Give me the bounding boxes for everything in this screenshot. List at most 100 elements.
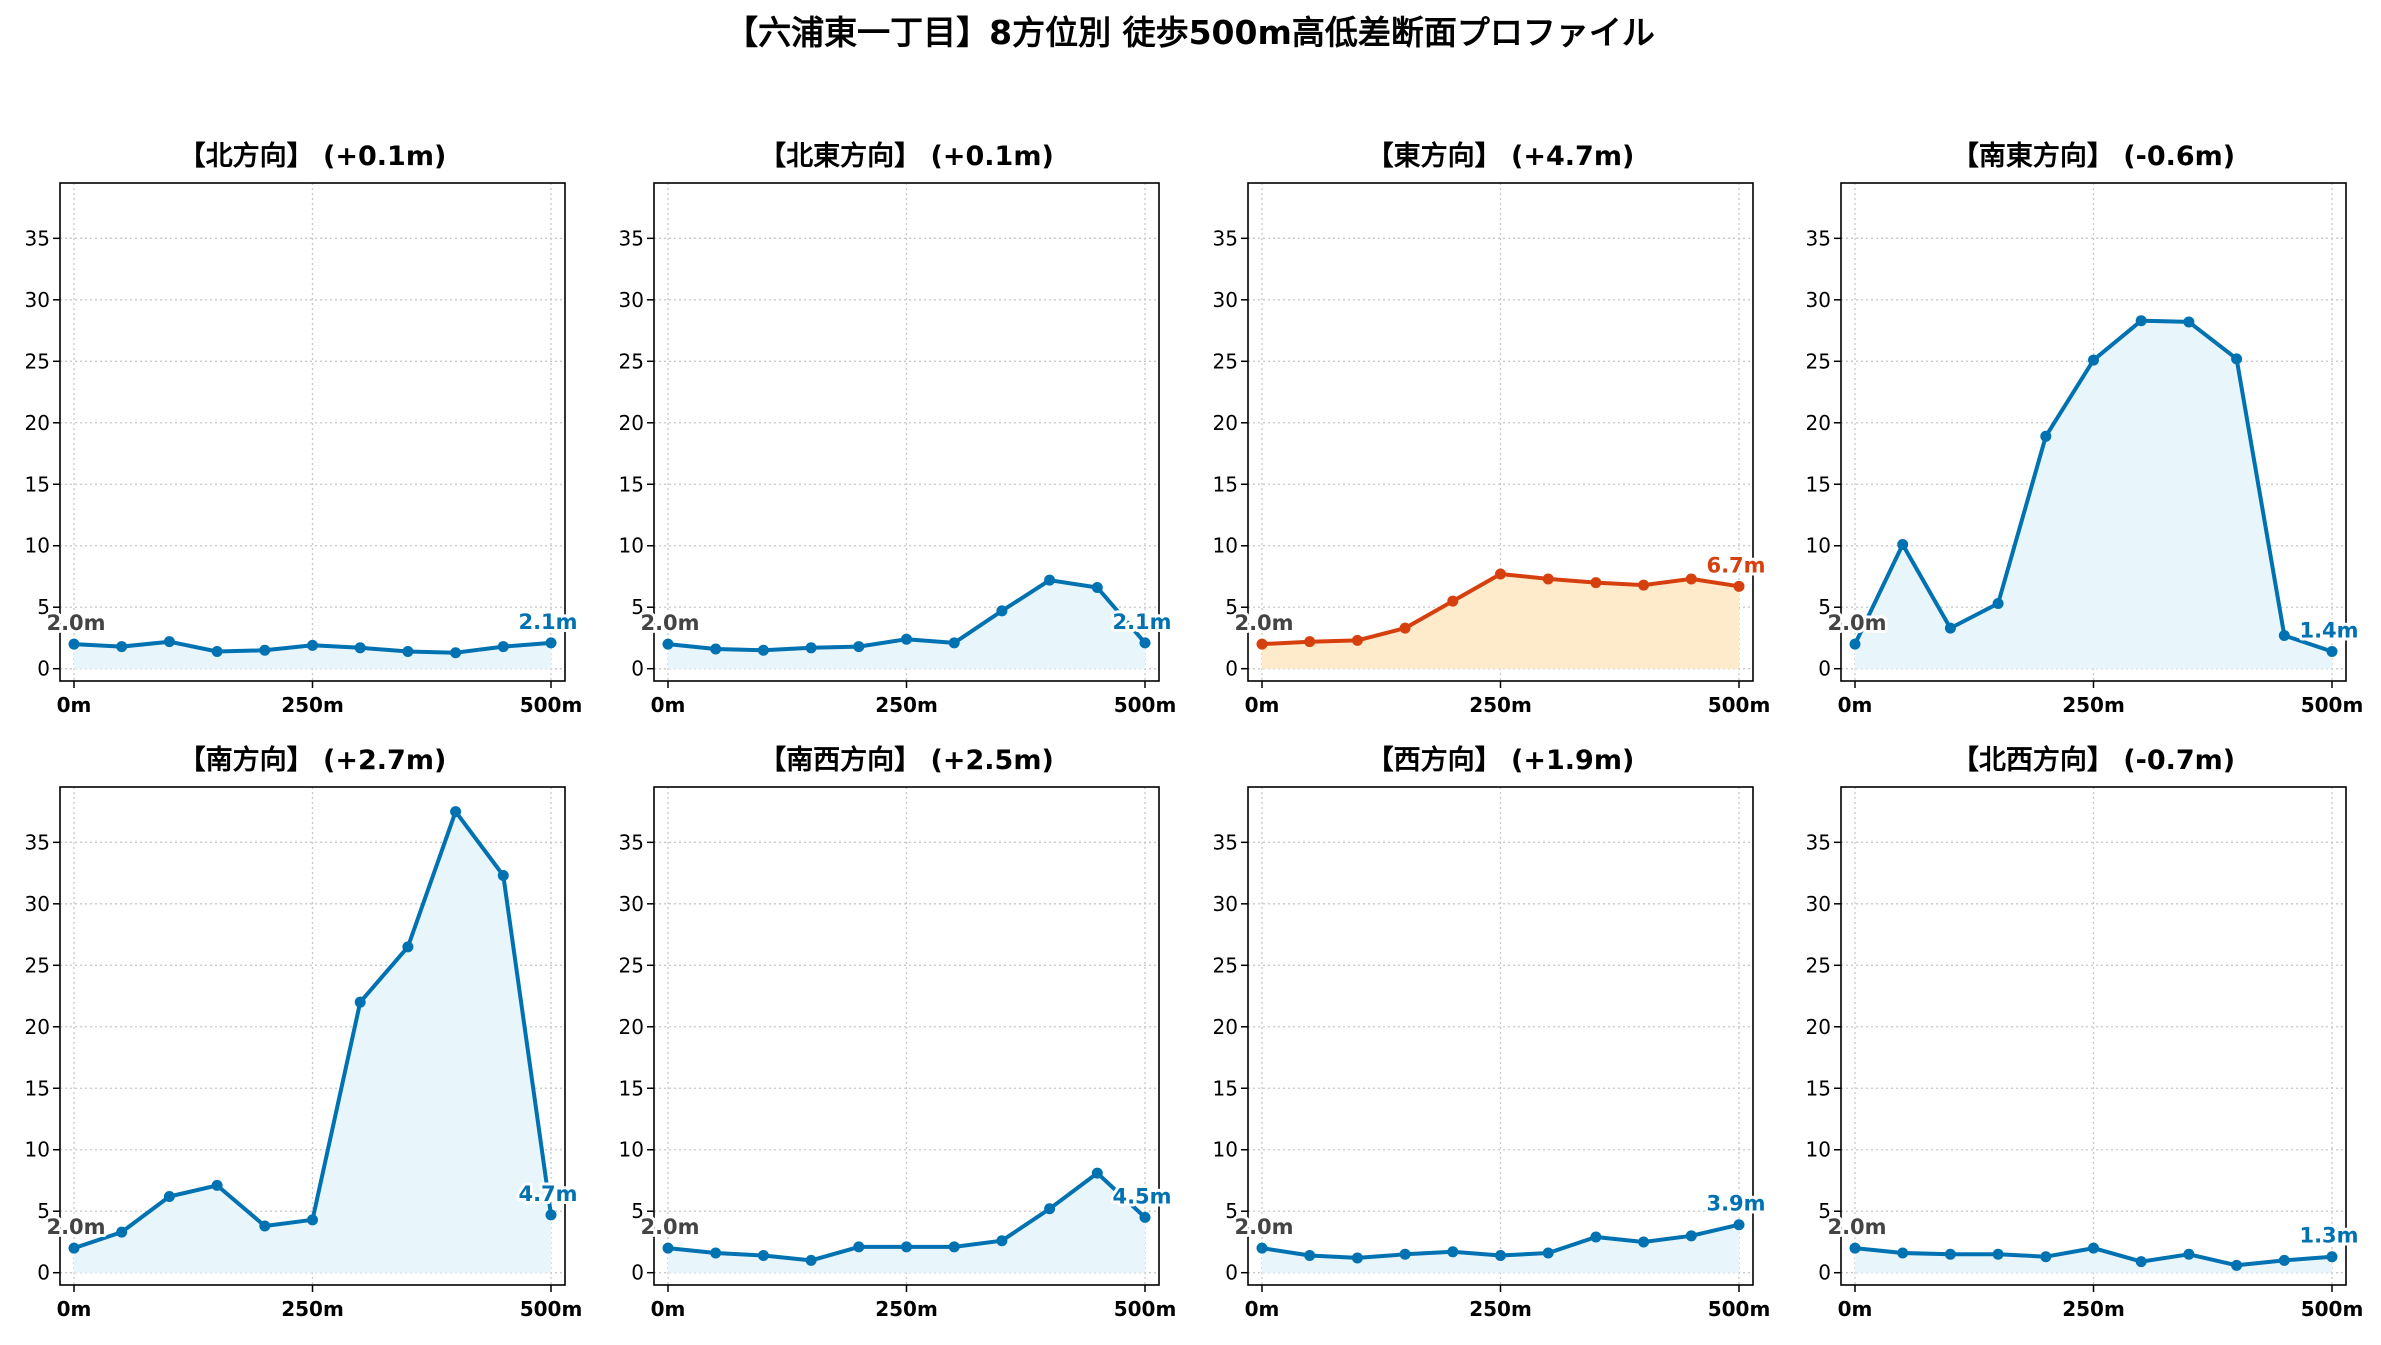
y-tick-label: 20 bbox=[25, 411, 50, 435]
y-tick-label: 20 bbox=[1806, 1015, 1831, 1039]
data-point bbox=[450, 806, 462, 818]
data-point bbox=[1733, 580, 1745, 592]
panel-title: 【北西方向】 (-0.7m) bbox=[1952, 744, 2235, 776]
data-point bbox=[853, 641, 865, 653]
y-tick-label: 35 bbox=[1806, 226, 1831, 250]
data-point bbox=[1351, 634, 1363, 646]
plot-frame bbox=[1840, 786, 2347, 1286]
data-point bbox=[402, 941, 414, 953]
data-point bbox=[1091, 582, 1103, 594]
data-point bbox=[1091, 1167, 1103, 1179]
start-elevation-label: 2.0m bbox=[1234, 1215, 1293, 1239]
data-point bbox=[1542, 573, 1554, 585]
data-point bbox=[1304, 636, 1316, 648]
x-tick-label: 250m bbox=[1469, 693, 1532, 717]
data-point bbox=[2231, 353, 2243, 365]
y-tick-label: 0 bbox=[1225, 1261, 1238, 1285]
data-point bbox=[805, 1254, 817, 1266]
y-tick-label: 10 bbox=[1806, 1138, 1831, 1162]
data-point bbox=[1139, 1211, 1151, 1223]
data-point bbox=[2040, 430, 2052, 442]
end-elevation-label: 2.1m bbox=[1112, 610, 1171, 634]
y-tick-label: 0 bbox=[1225, 657, 1238, 681]
y-tick-label: 30 bbox=[619, 288, 644, 312]
data-point bbox=[2326, 1251, 2338, 1263]
plot-frame bbox=[653, 786, 1160, 1286]
y-tick-label: 0 bbox=[37, 1261, 50, 1285]
y-tick-label: 5 bbox=[37, 1199, 50, 1223]
data-point bbox=[2088, 354, 2099, 366]
y-tick-label: 15 bbox=[1213, 1076, 1238, 1100]
y-tick-label: 10 bbox=[25, 534, 50, 558]
data-point bbox=[450, 647, 462, 659]
data-point bbox=[2135, 1256, 2147, 1268]
y-tick-label: 20 bbox=[619, 1015, 644, 1039]
y-tick-label: 30 bbox=[1213, 892, 1238, 916]
data-point bbox=[1351, 1252, 1363, 1264]
y-tick-label: 35 bbox=[1213, 226, 1238, 250]
y-tick-label: 5 bbox=[1225, 595, 1238, 619]
data-point bbox=[545, 637, 557, 649]
panel-title: 【南東方向】 (-0.6m) bbox=[1952, 140, 2235, 172]
panel-1: 0 5 10 15 20 25 30 35 0m 250m 500m 【北方向】 (+0.1m) 2.0… bbox=[25, 140, 583, 717]
end-elevation-label: 4.5m bbox=[1112, 1184, 1171, 1208]
y-tick-label: 5 bbox=[1225, 1199, 1238, 1223]
x-tick-label: 0m bbox=[651, 693, 686, 717]
plot-frame bbox=[653, 182, 1160, 682]
area-fill bbox=[1855, 320, 2332, 669]
plot-frame bbox=[59, 786, 566, 1286]
y-tick-label: 15 bbox=[25, 1076, 50, 1100]
data-point bbox=[163, 1190, 175, 1202]
start-elevation-label: 2.0m bbox=[640, 1215, 699, 1239]
x-tick-label: 500m bbox=[1114, 1297, 1177, 1321]
data-point bbox=[948, 637, 960, 649]
area-fill bbox=[74, 811, 551, 1273]
start-elevation-label: 2.0m bbox=[1234, 611, 1293, 635]
data-point bbox=[2088, 1242, 2099, 1254]
data-point bbox=[1447, 595, 1459, 607]
y-tick-label: 10 bbox=[25, 1138, 50, 1162]
y-tick-label: 15 bbox=[25, 472, 50, 496]
panel-title: 【南方向】 (+2.7m) bbox=[179, 744, 447, 776]
y-tick-label: 20 bbox=[25, 1015, 50, 1039]
panel-title: 【東方向】 (+4.7m) bbox=[1367, 140, 1635, 172]
y-tick-label: 5 bbox=[37, 595, 50, 619]
data-point bbox=[497, 641, 509, 653]
area-fill bbox=[1855, 1248, 2332, 1273]
y-tick-label: 5 bbox=[631, 1199, 644, 1223]
y-tick-label: 20 bbox=[1213, 1015, 1238, 1039]
data-point bbox=[259, 644, 271, 656]
data-point bbox=[1139, 637, 1151, 649]
data-point bbox=[757, 644, 769, 656]
data-point bbox=[1944, 622, 1956, 634]
data-point bbox=[1897, 539, 1909, 551]
y-tick-label: 10 bbox=[619, 534, 644, 558]
area-fill bbox=[668, 580, 1145, 669]
x-tick-label: 250m bbox=[2062, 693, 2125, 717]
start-elevation-label: 2.0m bbox=[46, 611, 105, 635]
end-elevation-label: 4.7m bbox=[518, 1182, 577, 1206]
end-elevation-label: 3.9m bbox=[1706, 1192, 1765, 1216]
data-point bbox=[901, 1241, 912, 1253]
data-point bbox=[402, 645, 414, 657]
data-point bbox=[1495, 568, 1506, 580]
y-tick-label: 30 bbox=[1213, 288, 1238, 312]
data-point bbox=[2135, 315, 2147, 327]
data-point bbox=[2183, 316, 2195, 328]
y-tick-label: 30 bbox=[25, 288, 50, 312]
x-tick-label: 0m bbox=[651, 1297, 686, 1321]
y-tick-label: 35 bbox=[619, 226, 644, 250]
x-tick-label: 500m bbox=[2301, 1297, 2364, 1321]
end-elevation-label: 1.3m bbox=[2299, 1224, 2358, 1248]
data-point bbox=[1849, 1242, 1861, 1254]
data-point bbox=[1733, 1219, 1745, 1231]
data-point bbox=[211, 1179, 223, 1191]
y-tick-label: 30 bbox=[1806, 288, 1831, 312]
data-point bbox=[2231, 1259, 2243, 1271]
data-point bbox=[901, 633, 912, 645]
panel-title: 【南西方向】 (+2.5m) bbox=[759, 744, 1054, 776]
data-point bbox=[116, 641, 128, 653]
plot-frame bbox=[59, 182, 566, 682]
data-point bbox=[2278, 1254, 2290, 1266]
